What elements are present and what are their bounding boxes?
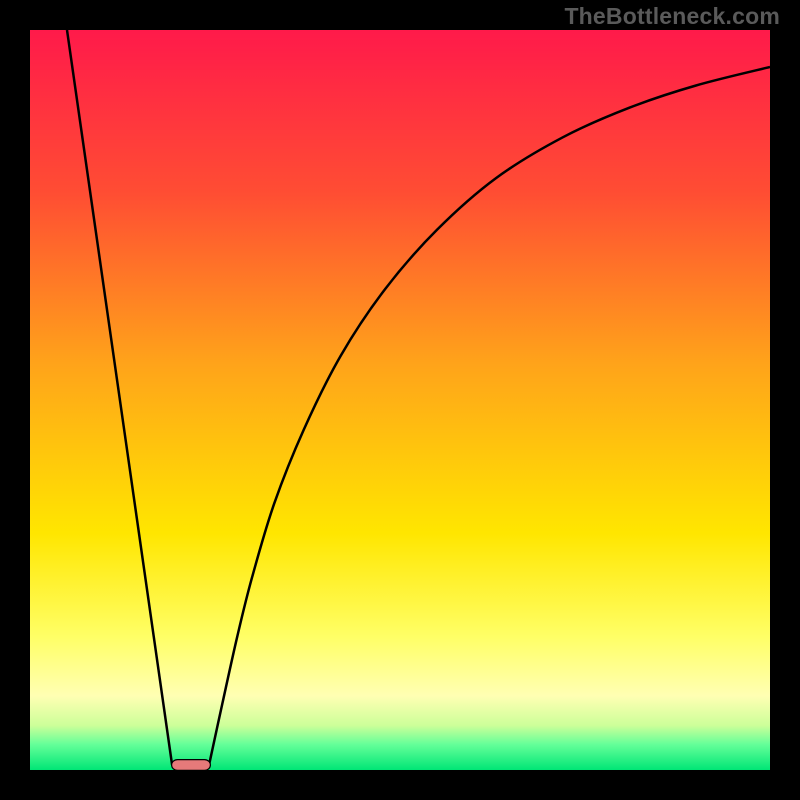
bottleneck-marker <box>171 759 211 771</box>
plot-svg <box>30 30 770 770</box>
marker-svg <box>171 759 211 771</box>
plot-area <box>30 30 770 770</box>
marker-rect <box>171 759 210 770</box>
watermark-text: TheBottleneck.com <box>564 3 780 30</box>
plot-background <box>30 30 770 770</box>
chart-container: TheBottleneck.com <box>0 0 800 800</box>
